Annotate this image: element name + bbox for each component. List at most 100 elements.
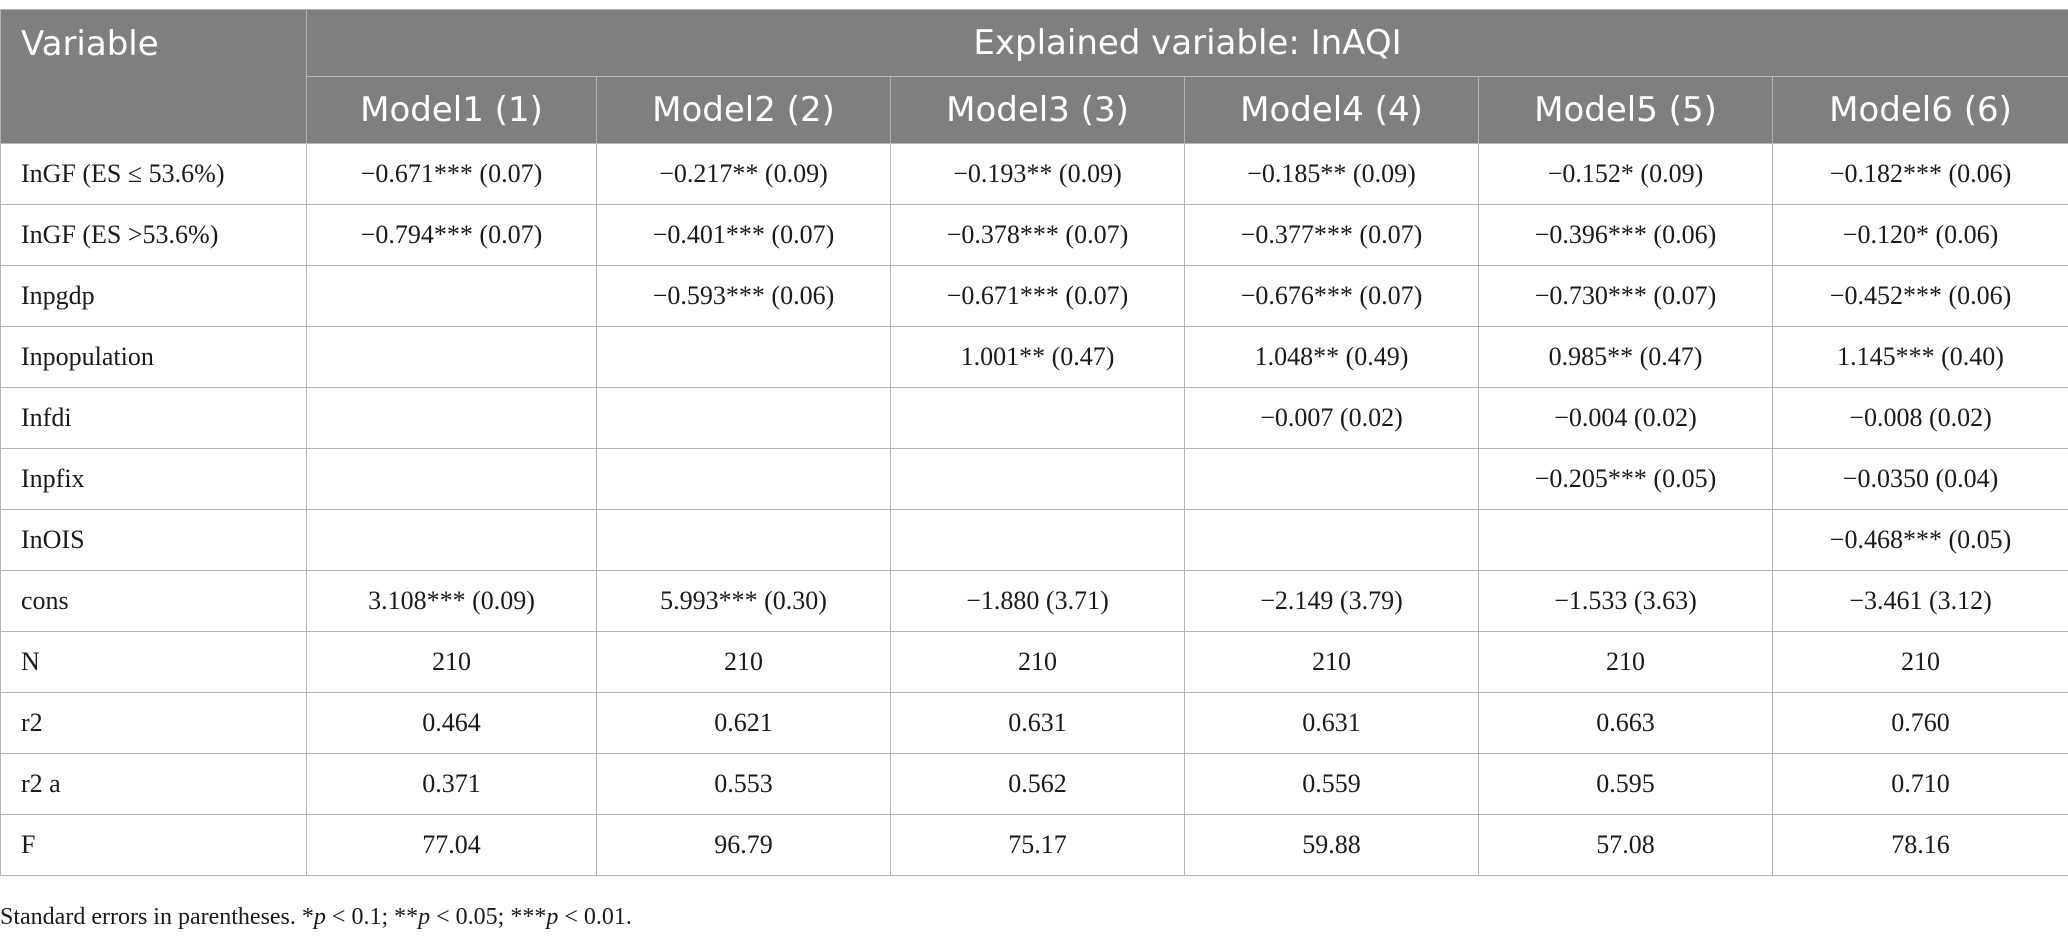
- row-label-cell: N: [0, 631, 307, 693]
- coefficient-cell: −0.671*** (0.07): [306, 143, 597, 205]
- coefficient-cell: 0.595: [1478, 753, 1773, 815]
- coefficient-cell: −0.794*** (0.07): [306, 204, 597, 266]
- table-row: InGF (ES >53.6%) −0.794*** (0.07) −0.401**…: [0, 204, 2068, 266]
- regression-table: Variable Explained variable: InAQI Model…: [0, 9, 2068, 876]
- coefficient-cell: [306, 326, 597, 388]
- table-row: F 77.04 96.79 75.17 59.88 57.08 78.16: [0, 814, 2068, 876]
- row-label-cell: r2 a: [0, 753, 307, 815]
- coefficient-cell: 96.79: [596, 814, 891, 876]
- coefficient-cell: [596, 326, 891, 388]
- table-row: InGF (ES ≤ 53.6%) −0.671*** (0.07) −0.217*…: [0, 143, 2068, 205]
- coefficient-cell: [890, 387, 1185, 449]
- table-row: Inpopulation 1.001** (0.47) 1.048** (0.49)…: [0, 326, 2068, 388]
- coefficient-cell: −0.008 (0.02): [1771, 387, 2068, 449]
- coefficient-cell: [306, 448, 597, 510]
- model-header: Model2 (2): [596, 76, 891, 144]
- coefficient-cell: 210: [1184, 631, 1479, 693]
- coefficient-cell: −0.396*** (0.06): [1478, 204, 1773, 266]
- coefficient-cell: −0.378*** (0.07): [890, 204, 1185, 266]
- coefficient-cell: −0.193** (0.09): [890, 143, 1185, 205]
- footnote-p-symbol: p: [313, 904, 326, 930]
- coefficient-cell: 1.001** (0.47): [890, 326, 1185, 388]
- model-header: Model5 (5): [1478, 76, 1773, 144]
- coefficient-cell: 0.553: [596, 753, 891, 815]
- row-label-cell: Infdi: [0, 387, 307, 449]
- header-row-1: Variable Explained variable: InAQI: [0, 9, 2068, 144]
- coefficient-cell: 210: [1478, 631, 1773, 693]
- coefficient-cell: 59.88: [1184, 814, 1479, 876]
- coefficient-cell: 0.559: [1184, 753, 1479, 815]
- table-row: Infdi −0.007 (0.02) −0.004 (0.02) −0.008 (0…: [0, 387, 2068, 449]
- coefficient-cell: 3.108*** (0.09): [306, 570, 597, 632]
- coefficient-cell: 1.145*** (0.40): [1771, 326, 2068, 388]
- coefficient-cell: 75.17: [890, 814, 1185, 876]
- table-row: r2 a 0.371 0.553 0.562 0.559 0.595 0.710: [0, 753, 2068, 815]
- table-row: InOIS −0.468*** (0.05): [0, 509, 2068, 571]
- coefficient-cell: [1184, 509, 1479, 571]
- coefficient-cell: 0.631: [1184, 692, 1479, 754]
- coefficient-cell: 210: [596, 631, 891, 693]
- coefficient-cell: −0.0350 (0.04): [1771, 448, 2068, 510]
- row-label-cell: InGF (ES ≤ 53.6%): [0, 143, 307, 205]
- coefficient-cell: [890, 448, 1185, 510]
- coefficient-cell: −2.149 (3.79): [1184, 570, 1479, 632]
- row-label-cell: F: [0, 814, 307, 876]
- regression-table-container: Variable Explained variable: InAQI Model…: [0, 9, 2068, 876]
- footnote-text: < 0.05; ***: [430, 904, 547, 930]
- coefficient-cell: −0.593*** (0.06): [596, 265, 891, 327]
- coefficient-cell: 0.985** (0.47): [1478, 326, 1773, 388]
- footnote-text: < 0.01.: [558, 904, 632, 930]
- coefficient-cell: −0.671*** (0.07): [890, 265, 1185, 327]
- model-header: Model1 (1): [306, 76, 597, 144]
- table-footnote: Standard errors in parentheses. *p < 0.1…: [0, 904, 632, 931]
- coefficient-cell: 77.04: [306, 814, 597, 876]
- coefficient-cell: 0.562: [890, 753, 1185, 815]
- coefficient-cell: 0.621: [596, 692, 891, 754]
- row-label-cell: r2: [0, 692, 307, 754]
- coefficient-cell: 0.464: [306, 692, 597, 754]
- coefficient-cell: −0.676*** (0.07): [1184, 265, 1479, 327]
- coefficient-cell: [306, 265, 597, 327]
- coefficient-cell: 57.08: [1478, 814, 1773, 876]
- coefficient-cell: −0.120* (0.06): [1771, 204, 2068, 266]
- coefficient-cell: −1.880 (3.71): [890, 570, 1185, 632]
- coefficient-cell: −0.452*** (0.06): [1771, 265, 2068, 327]
- coefficient-cell: −0.007 (0.02): [1184, 387, 1479, 449]
- coefficient-cell: 210: [890, 631, 1185, 693]
- footnote-p-symbol: p: [546, 904, 559, 930]
- coefficient-cell: [596, 448, 891, 510]
- footnote-p-symbol: p: [418, 904, 431, 930]
- coefficient-cell: 210: [1771, 631, 2068, 693]
- table-row: Inpfix −0.205*** (0.05) −0.0350 (0.04): [0, 448, 2068, 510]
- model-header: Model3 (3): [890, 76, 1185, 144]
- coefficient-cell: −0.377*** (0.07): [1184, 204, 1479, 266]
- coefficient-cell: [306, 509, 597, 571]
- table-row: r2 0.464 0.621 0.631 0.631 0.663 0.760: [0, 692, 2068, 754]
- coefficient-cell: 0.371: [306, 753, 597, 815]
- coefficient-cell: 78.16: [1771, 814, 2068, 876]
- variable-column-header: Variable: [0, 9, 307, 144]
- coefficient-cell: 1.048** (0.49): [1184, 326, 1479, 388]
- coefficient-cell: −3.461 (3.12): [1771, 570, 2068, 632]
- coefficient-cell: [890, 509, 1185, 571]
- table-body: InGF (ES ≤ 53.6%) −0.671*** (0.07) −0.217*…: [0, 143, 2068, 876]
- model-header: Model6 (6): [1771, 76, 2068, 144]
- coefficient-cell: 210: [306, 631, 597, 693]
- coefficient-cell: [1478, 509, 1773, 571]
- coefficient-cell: −0.185** (0.09): [1184, 143, 1479, 205]
- row-label-cell: Inpfix: [0, 448, 307, 510]
- model-header: Model4 (4): [1184, 76, 1479, 144]
- footnote-text: Standard errors in parentheses. *: [0, 904, 314, 930]
- explained-variable-header: Explained variable: InAQI: [305, 9, 2068, 77]
- coefficient-cell: −1.533 (3.63): [1478, 570, 1773, 632]
- table-header: Variable Explained variable: InAQI Model…: [0, 9, 2068, 144]
- coefficient-cell: −0.004 (0.02): [1478, 387, 1773, 449]
- coefficient-cell: [596, 509, 891, 571]
- coefficient-cell: 0.760: [1771, 692, 2068, 754]
- coefficient-cell: [596, 387, 891, 449]
- coefficient-cell: 5.993*** (0.30): [596, 570, 891, 632]
- table-row: N 210 210 210 210 210 210: [0, 631, 2068, 693]
- coefficient-cell: −0.182*** (0.06): [1771, 143, 2068, 205]
- coefficient-cell: −0.401*** (0.07): [596, 204, 891, 266]
- row-label-cell: Inpopulation: [0, 326, 307, 388]
